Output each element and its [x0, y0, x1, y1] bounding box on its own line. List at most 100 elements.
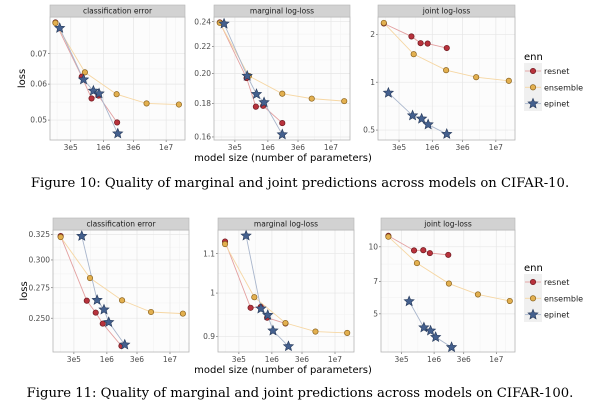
- facet-title: marginal log-loss: [254, 220, 318, 229]
- chart-panel-2: 3e5 1e6 3e6 1e7 0.16 0.18 0.20 0.22 0.24 marginal…: [194, 4, 351, 152]
- legend-title: enn: [524, 52, 543, 63]
- plot-background: [53, 230, 189, 352]
- legend-label-resnet: resnet: [544, 278, 569, 287]
- data-point-epinet: [103, 316, 115, 328]
- x-tick-label: 1e7: [324, 143, 338, 152]
- x-tick-label: 3e6: [126, 143, 140, 152]
- data-point-ensemble: [341, 98, 348, 105]
- data-point-epinet: [258, 96, 270, 108]
- figure-11-caption: Figure 11: Quality of marginal and joint…: [26, 386, 574, 401]
- legend-label-epinet: epinet: [544, 100, 569, 109]
- x-tick-label: 3e5: [394, 355, 408, 364]
- y-tick-label: 1: [370, 78, 375, 87]
- data-point-resnet: [83, 297, 90, 304]
- y-tick-label: 0.24: [194, 17, 211, 26]
- data-point-ensemble: [380, 19, 387, 26]
- y-tick-label: 0.325: [29, 230, 51, 239]
- facet-strip: [380, 217, 516, 231]
- data-point-ensemble: [81, 69, 88, 76]
- chart-panel-1: 3e5 1e6 3e6 1e7 0.05 0.06 0.07 classification e…: [30, 4, 186, 152]
- legend-key-resnet-icon: [529, 67, 537, 75]
- x-tick-label: 3e5: [232, 355, 246, 364]
- x-tick-label: 3e6: [130, 355, 144, 364]
- legend-key-ensemble-icon: [529, 295, 537, 302]
- data-point-ensemble: [147, 308, 155, 316]
- data-point-resnet: [279, 120, 286, 127]
- plot-background: [378, 17, 515, 140]
- x-tick-label: 3e6: [456, 143, 470, 152]
- data-point-ensemble: [505, 77, 512, 84]
- data-point-epinet: [422, 118, 434, 130]
- x-tick-label: 3e5: [392, 143, 406, 152]
- x-tick-label: 1e7: [159, 143, 173, 152]
- y-tick-label: 0.16: [194, 133, 211, 142]
- data-point-resnet: [88, 95, 95, 102]
- x-tick-label: 1e7: [328, 355, 342, 364]
- legend-label-ensemble: ensemble: [544, 83, 583, 92]
- facet-title: classification error: [83, 7, 153, 16]
- data-point-ensemble: [143, 100, 150, 107]
- data-point-ensemble: [86, 274, 94, 282]
- data-point-epinet: [112, 127, 124, 139]
- x-tick-label: 1e7: [489, 143, 503, 152]
- data-point-resnet: [420, 247, 427, 254]
- facet-title: classification error: [86, 220, 156, 229]
- plot-background: [214, 17, 350, 140]
- y-tick-label: 0.20: [194, 69, 211, 78]
- data-point-epinet: [250, 88, 263, 100]
- x-axis-label: model size (number of parameters): [194, 153, 372, 164]
- data-point-ensemble: [344, 329, 351, 336]
- data-point-ensemble: [473, 74, 480, 81]
- data-point-epinet: [119, 338, 131, 350]
- data-point-ensemble: [279, 90, 286, 97]
- data-point-ensemble: [251, 294, 258, 301]
- data-point-resnet: [92, 309, 99, 316]
- data-point-epinet: [415, 112, 428, 124]
- data-point-epinet: [93, 87, 105, 99]
- data-point-epinet: [76, 230, 88, 241]
- facet-title: marginal log-loss: [250, 7, 314, 16]
- facet-strip: [377, 4, 516, 18]
- x-tick-label: 1e6: [96, 143, 110, 152]
- facet-strip: [213, 4, 351, 18]
- x-tick-label: 1e7: [163, 355, 177, 364]
- data-point-epinet: [241, 69, 253, 81]
- data-point-epinet: [276, 128, 288, 140]
- legend-key-resnet-icon: [529, 278, 537, 286]
- data-point-ensemble: [385, 233, 392, 240]
- legend-title: enn: [524, 263, 543, 274]
- data-point-resnet: [247, 304, 254, 311]
- data-point-ensemble: [410, 51, 417, 58]
- y-axis-label: loss: [19, 281, 30, 300]
- data-point-ensemble: [113, 91, 120, 98]
- data-point-epinet: [429, 331, 442, 342]
- y-tick-label: 1.1: [203, 249, 215, 258]
- x-axis-label: model size (number of parameters): [194, 365, 372, 376]
- y-tick-label: 2: [370, 30, 375, 39]
- facet-strip: [52, 217, 190, 231]
- data-point-resnet: [426, 250, 433, 257]
- y-axis-label: loss: [17, 69, 28, 88]
- chart-panel-3: 3e5 1e6 3e6 1e7 0.5 1 2 joint log-loss: [363, 4, 516, 152]
- x-tick-label: 1e6: [427, 355, 441, 364]
- data-point-epinet: [77, 73, 90, 85]
- y-tick-label: 0.05: [30, 116, 47, 125]
- y-tick-label: 0.9: [203, 332, 215, 341]
- y-tick-label: 0.22: [194, 42, 211, 51]
- facet-title: joint log-loss: [422, 7, 471, 16]
- y-tick-label: 0.07: [30, 49, 47, 58]
- data-point-epinet: [262, 309, 274, 320]
- data-point-ensemble: [221, 241, 229, 248]
- x-tick-label: 3e5: [64, 143, 78, 152]
- data-point-resnet: [443, 44, 450, 52]
- data-point-epinet: [282, 340, 295, 352]
- x-tick-label: 1e6: [100, 355, 114, 364]
- legend-label-ensemble: ensemble: [544, 294, 583, 303]
- data-point-epinet: [54, 22, 66, 33]
- data-point-ensemble: [506, 297, 513, 305]
- data-point-ensemble: [445, 280, 452, 287]
- x-tick-label: 1e6: [425, 143, 439, 152]
- data-point-resnet: [445, 251, 452, 258]
